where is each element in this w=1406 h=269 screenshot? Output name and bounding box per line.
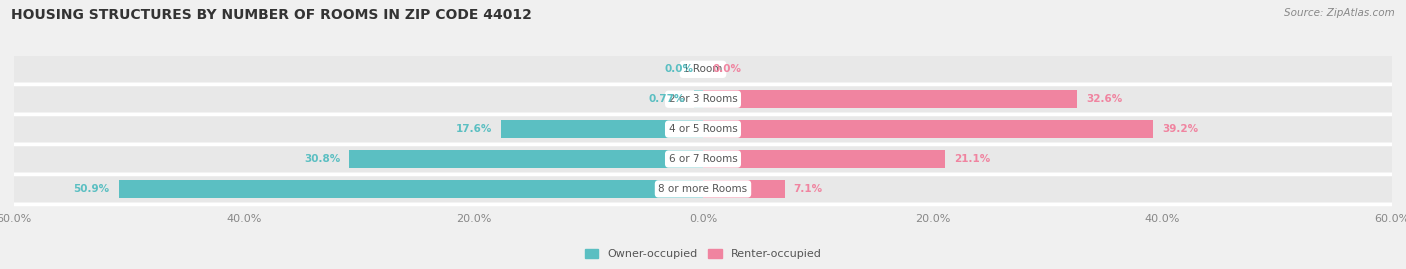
Text: 30.8%: 30.8% bbox=[304, 154, 340, 164]
Bar bbox=[695, 90, 703, 108]
Text: Source: ZipAtlas.com: Source: ZipAtlas.com bbox=[1284, 8, 1395, 18]
Bar bbox=[703, 146, 1392, 172]
Text: 0.77%: 0.77% bbox=[648, 94, 685, 104]
Bar bbox=[349, 150, 703, 168]
Bar bbox=[703, 86, 1392, 112]
Bar bbox=[14, 146, 703, 172]
Text: 21.1%: 21.1% bbox=[955, 154, 991, 164]
Bar bbox=[14, 86, 703, 112]
Bar bbox=[14, 176, 703, 202]
Bar bbox=[703, 150, 945, 168]
Text: 7.1%: 7.1% bbox=[794, 184, 823, 194]
Bar bbox=[703, 120, 1153, 138]
Legend: Owner-occupied, Renter-occupied: Owner-occupied, Renter-occupied bbox=[581, 245, 825, 264]
Text: HOUSING STRUCTURES BY NUMBER OF ROOMS IN ZIP CODE 44012: HOUSING STRUCTURES BY NUMBER OF ROOMS IN… bbox=[11, 8, 531, 22]
Text: 39.2%: 39.2% bbox=[1163, 124, 1198, 134]
Text: 8 or more Rooms: 8 or more Rooms bbox=[658, 184, 748, 194]
Bar bbox=[703, 56, 1392, 83]
Bar bbox=[118, 180, 703, 198]
Text: 0.0%: 0.0% bbox=[713, 64, 741, 74]
Bar bbox=[703, 116, 1392, 142]
Bar bbox=[501, 120, 703, 138]
Text: 2 or 3 Rooms: 2 or 3 Rooms bbox=[669, 94, 737, 104]
Text: 32.6%: 32.6% bbox=[1087, 94, 1123, 104]
Text: 17.6%: 17.6% bbox=[456, 124, 492, 134]
Text: 50.9%: 50.9% bbox=[73, 184, 110, 194]
Bar bbox=[14, 56, 703, 83]
Text: 1 Room: 1 Room bbox=[683, 64, 723, 74]
Text: 6 or 7 Rooms: 6 or 7 Rooms bbox=[669, 154, 737, 164]
Bar bbox=[14, 116, 703, 142]
Bar bbox=[703, 180, 785, 198]
Text: 0.0%: 0.0% bbox=[665, 64, 693, 74]
Bar bbox=[703, 90, 1077, 108]
Text: 4 or 5 Rooms: 4 or 5 Rooms bbox=[669, 124, 737, 134]
Bar bbox=[703, 176, 1392, 202]
